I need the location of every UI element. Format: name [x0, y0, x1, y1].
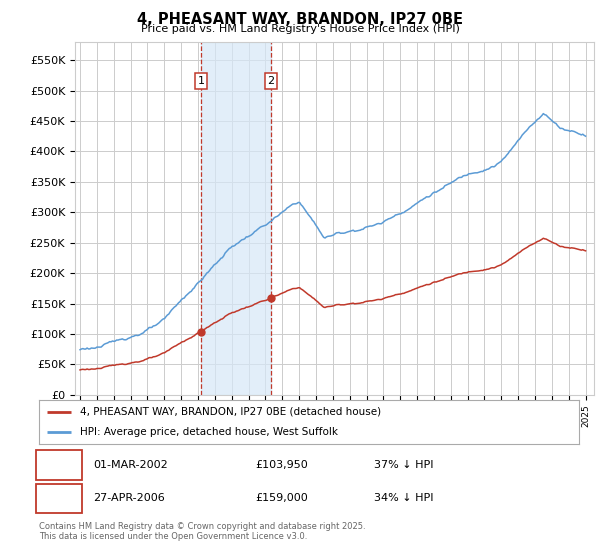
Text: £103,950: £103,950: [255, 460, 308, 470]
Text: Contains HM Land Registry data © Crown copyright and database right 2025.
This d: Contains HM Land Registry data © Crown c…: [39, 522, 365, 542]
Text: Price paid vs. HM Land Registry's House Price Index (HPI): Price paid vs. HM Land Registry's House …: [140, 24, 460, 34]
Text: 4, PHEASANT WAY, BRANDON, IP27 0BE (detached house): 4, PHEASANT WAY, BRANDON, IP27 0BE (deta…: [79, 407, 380, 417]
Text: 1: 1: [55, 458, 63, 472]
FancyBboxPatch shape: [36, 484, 82, 513]
FancyBboxPatch shape: [36, 450, 82, 479]
Bar: [201, 42, 271, 395]
Text: 34% ↓ HPI: 34% ↓ HPI: [374, 493, 433, 503]
Text: 27-APR-2006: 27-APR-2006: [93, 493, 165, 503]
Text: £159,000: £159,000: [255, 493, 308, 503]
Text: 2: 2: [55, 492, 63, 505]
Text: HPI: Average price, detached house, West Suffolk: HPI: Average price, detached house, West…: [79, 427, 337, 437]
Text: 4, PHEASANT WAY, BRANDON, IP27 0BE: 4, PHEASANT WAY, BRANDON, IP27 0BE: [137, 12, 463, 27]
Text: 01-MAR-2002: 01-MAR-2002: [93, 460, 168, 470]
Text: 2: 2: [268, 76, 275, 86]
Text: 1: 1: [197, 76, 205, 86]
Text: 37% ↓ HPI: 37% ↓ HPI: [374, 460, 433, 470]
